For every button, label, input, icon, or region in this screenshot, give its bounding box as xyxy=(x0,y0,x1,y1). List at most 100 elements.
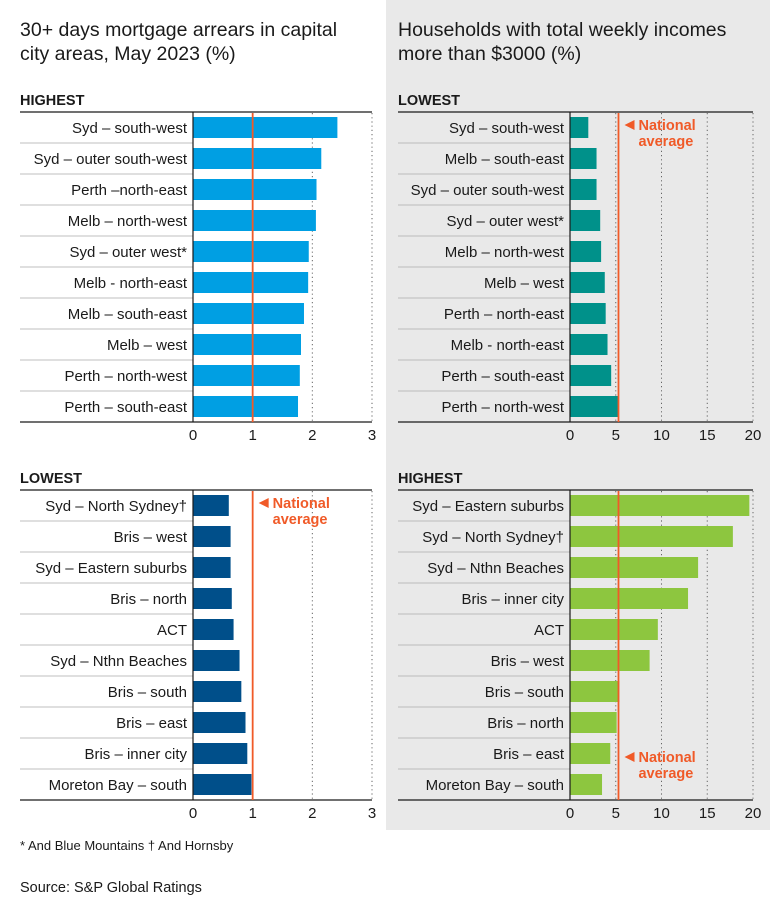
bar xyxy=(570,588,689,609)
bar xyxy=(193,743,248,764)
category-label: Bris – north xyxy=(487,715,564,732)
x-tick-label: 10 xyxy=(653,805,670,822)
national-average-label: National xyxy=(638,750,695,766)
bar xyxy=(570,495,750,516)
bar xyxy=(193,334,301,355)
bar xyxy=(570,117,589,138)
category-label: ACT xyxy=(157,622,187,639)
bar xyxy=(570,650,650,671)
category-label: Perth –north-east xyxy=(71,182,188,199)
panel-heading: HIGHEST xyxy=(398,471,463,487)
bar xyxy=(570,557,699,578)
category-label: ACT xyxy=(534,622,564,639)
panel-heading: HIGHEST xyxy=(20,93,85,109)
x-tick-label: 5 xyxy=(612,427,620,444)
national-average-label: average xyxy=(638,134,693,150)
category-label: Syd – south-west xyxy=(72,120,188,137)
category-label: Syd – outer south-west xyxy=(34,151,188,168)
category-label: Bris – south xyxy=(108,684,187,701)
category-label: Syd – Nthn Beaches xyxy=(427,560,564,577)
x-tick-label: 2 xyxy=(308,805,316,822)
arrears-highest-chart: HIGHEST Syd – south-west Syd – outer south… xyxy=(20,93,376,444)
bar xyxy=(193,681,242,702)
income-lowest-chart: LOWEST Syd – south-west Melb – south-east S… xyxy=(398,93,762,444)
national-average-label: National xyxy=(273,496,330,512)
bar xyxy=(570,148,597,169)
category-label: Melb – west xyxy=(484,275,565,292)
bar xyxy=(193,365,300,386)
bar xyxy=(193,179,317,200)
triangle-pointer-icon xyxy=(624,120,635,130)
x-tick-label: 10 xyxy=(653,427,670,444)
panel-heading: LOWEST xyxy=(20,471,82,487)
x-tick-label: 20 xyxy=(745,805,762,822)
arrears-chart-title: 30+ days mortgage arrears in capital cit… xyxy=(20,19,338,65)
bar xyxy=(193,303,304,324)
x-tick-label: 0 xyxy=(189,427,197,444)
category-label: Syd – North Sydney† xyxy=(422,529,564,546)
category-label: Melb – north-west xyxy=(68,213,188,230)
category-label: Syd – outer west* xyxy=(69,244,187,261)
bar xyxy=(193,210,316,231)
bar xyxy=(570,712,617,733)
bar xyxy=(193,272,309,293)
bar xyxy=(570,334,608,355)
category-label: Melb – west xyxy=(107,337,188,354)
category-label: Syd – Eastern suburbs xyxy=(412,498,564,515)
x-tick-label: 3 xyxy=(368,427,376,444)
category-label: Perth – north-west xyxy=(64,368,187,385)
x-tick-label: 20 xyxy=(745,427,762,444)
bar xyxy=(570,526,733,547)
category-label: Bris – south xyxy=(485,684,564,701)
bar xyxy=(193,557,231,578)
bar xyxy=(570,774,603,795)
bar xyxy=(570,303,606,324)
category-label: Moreton Bay – south xyxy=(49,777,187,794)
x-tick-label: 1 xyxy=(248,805,256,822)
footnote: * And Blue Mountains † And Hornsby xyxy=(20,838,234,853)
bar xyxy=(570,681,620,702)
category-label: Melb – south-east xyxy=(445,151,565,168)
bar xyxy=(193,495,229,516)
category-label: Bris – east xyxy=(493,746,565,763)
x-tick-label: 0 xyxy=(189,805,197,822)
category-label: Perth – south-east xyxy=(441,368,564,385)
x-tick-label: 3 xyxy=(368,805,376,822)
category-label: Bris – east xyxy=(116,715,188,732)
income-chart-title: Households with total weekly incomes mor… xyxy=(398,19,727,65)
category-label: Melb – south-east xyxy=(68,306,188,323)
category-label: Syd – outer south-west xyxy=(411,182,565,199)
bar xyxy=(570,272,605,293)
category-label: Perth – north-east xyxy=(444,306,565,323)
category-label: Perth – north-west xyxy=(441,399,564,416)
x-tick-label: 2 xyxy=(308,427,316,444)
arrears-lowest-chart: LOWEST Syd – North Sydney† Bris – west Syd … xyxy=(20,471,376,822)
bar xyxy=(193,774,252,795)
bar xyxy=(570,743,611,764)
x-tick-label: 5 xyxy=(612,805,620,822)
category-label: Melb – north-west xyxy=(445,244,565,261)
bar xyxy=(570,365,612,386)
bar xyxy=(193,619,234,640)
category-label: Perth – south-east xyxy=(64,399,187,416)
national-average-label: average xyxy=(273,512,328,528)
category-label: Bris – west xyxy=(491,653,565,670)
x-tick-label: 1 xyxy=(248,427,256,444)
category-label: Bris – inner city xyxy=(461,591,564,608)
bar xyxy=(193,241,309,262)
bar xyxy=(193,526,231,547)
x-tick-label: 15 xyxy=(699,805,716,822)
triangle-pointer-icon xyxy=(258,498,269,508)
source-note: Source: S&P Global Ratings xyxy=(20,880,202,896)
bar xyxy=(570,241,602,262)
bar xyxy=(193,650,240,671)
category-label: Syd – North Sydney† xyxy=(45,498,187,515)
category-label: Melb - north-east xyxy=(451,337,565,354)
bar xyxy=(570,179,597,200)
bar xyxy=(193,588,232,609)
x-tick-label: 15 xyxy=(699,427,716,444)
bar xyxy=(193,148,322,169)
category-label: Bris – west xyxy=(114,529,188,546)
category-label: Syd – outer west* xyxy=(446,213,564,230)
national-average-label: National xyxy=(638,118,695,134)
